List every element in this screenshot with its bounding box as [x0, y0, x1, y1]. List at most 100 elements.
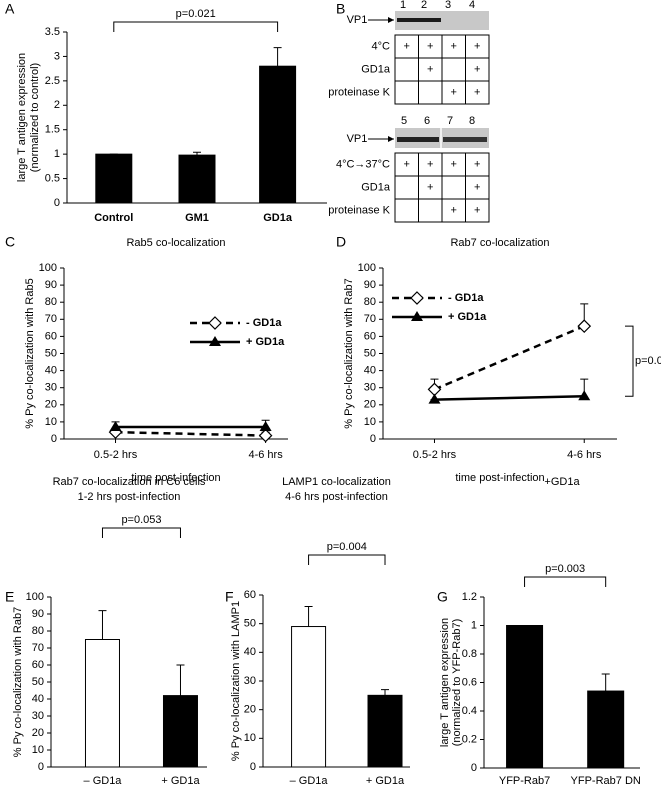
- y-tick-label: 3.5: [45, 26, 60, 38]
- bar: [291, 626, 327, 768]
- annotation: p=0.003: [635, 355, 661, 367]
- legend-label: - GD1a: [246, 317, 282, 329]
- y-tick-label: 10: [45, 416, 57, 428]
- legend-marker: [411, 311, 423, 321]
- panel-letter: F: [225, 589, 234, 605]
- x-tick-label: GM1: [185, 212, 209, 224]
- bar: [95, 153, 133, 204]
- y-tick-label: 40: [244, 646, 256, 658]
- y-tick-label: 0: [38, 761, 44, 773]
- y-tick-label: 50: [32, 676, 44, 688]
- table-cell: [394, 175, 419, 200]
- error-bar: [601, 673, 610, 692]
- significance-bracket: [625, 325, 634, 397]
- y-tick-label: 90: [364, 279, 376, 291]
- y-tick-label: 10: [244, 732, 256, 744]
- legend-marker: [410, 291, 424, 305]
- x-tick-label: – GD1a: [290, 775, 329, 787]
- band-arrowhead: [388, 136, 394, 142]
- cell-mark: +: [474, 63, 480, 75]
- y-tick-label: 80: [45, 296, 57, 308]
- y-tick-label: 1.2: [462, 591, 477, 603]
- y-tick-label: 0.6: [462, 676, 477, 688]
- panel-letter: C: [5, 234, 15, 250]
- table-cell: [394, 80, 419, 105]
- error-bar: [273, 47, 282, 67]
- lane-number: 5: [401, 115, 407, 127]
- y-tick-label: 100: [26, 591, 44, 603]
- row-label: 4°C: [372, 40, 391, 52]
- x-tick-label: GD1a: [263, 212, 293, 224]
- bar: [162, 695, 198, 768]
- cell-mark: +: [404, 158, 410, 170]
- y-tick-label: 0.2: [462, 733, 477, 745]
- y-tick-label: 0.8: [462, 648, 477, 660]
- y-axis-label: % Py co-localization with Rab7: [12, 607, 24, 757]
- y-tick-label: 80: [364, 296, 376, 308]
- annotation: p=0.003: [545, 563, 585, 575]
- panel-letter: A: [5, 1, 15, 17]
- blot-image: [395, 11, 489, 30]
- y-tick-label: 20: [45, 399, 57, 411]
- y-tick-label: 10: [364, 416, 376, 428]
- table-cell: [394, 57, 419, 82]
- y-tick-label: 100: [358, 262, 376, 274]
- y-tick-label: 40: [45, 365, 57, 377]
- x-tick-label: + GD1a: [161, 775, 200, 787]
- chart-title: Rab5 co-localization: [126, 237, 225, 249]
- blot-band: [443, 137, 487, 142]
- error-bar: [98, 610, 107, 640]
- y-tick-label: 50: [364, 347, 376, 359]
- chart-title: +GD1a: [544, 476, 580, 488]
- lane-number: 4: [469, 0, 475, 11]
- error-bar: [381, 689, 390, 696]
- x-tick-label: YFP-Rab7: [499, 775, 550, 787]
- legend-marker: [209, 336, 221, 346]
- x-axis-label: time post-infection: [131, 472, 220, 484]
- series-line: [434, 395, 585, 401]
- table-cell: [418, 198, 443, 223]
- x-tick-label: 4-6 hrs: [248, 449, 283, 461]
- x-tick-label: 0.5-2 hrs: [94, 449, 138, 461]
- x-axis-label: time post-infection: [455, 472, 544, 484]
- y-tick-label: 90: [32, 608, 44, 620]
- y-axis-label: (normalized to control): [29, 63, 41, 172]
- error-bar: [193, 151, 201, 156]
- y-tick-label: 60: [244, 589, 256, 601]
- y-tick-label: 90: [45, 279, 57, 291]
- y-tick-label: 20: [32, 727, 44, 739]
- table-cell: [441, 175, 466, 200]
- cell-mark: +: [474, 86, 480, 98]
- point: [427, 382, 442, 397]
- x-tick-label: 4-6 hrs: [567, 449, 602, 461]
- panel-letter: G: [437, 589, 448, 605]
- cell-mark: +: [427, 158, 433, 170]
- chart-title: 1-2 hrs post-infection: [78, 491, 181, 503]
- y-axis-label: large T antigen expression: [439, 618, 451, 747]
- y-tick-label: 50: [244, 618, 256, 630]
- y-tick-label: 1: [54, 148, 60, 160]
- point: [259, 421, 272, 432]
- row-label: GD1a: [361, 63, 391, 75]
- y-tick-label: 0.4: [462, 705, 477, 717]
- y-tick-label: 20: [364, 399, 376, 411]
- lane-number: 8: [469, 115, 475, 127]
- band-label: VP1: [347, 133, 368, 145]
- cell-mark: +: [474, 204, 480, 216]
- y-tick-label: 3: [54, 50, 60, 62]
- table-cell: [418, 80, 443, 105]
- y-tick-label: 0: [54, 197, 60, 209]
- error-bar: [304, 605, 313, 627]
- band-label: VP1: [347, 14, 368, 26]
- y-tick-label: 20: [244, 704, 256, 716]
- blot-band: [397, 137, 439, 142]
- annotation: p=0.053: [121, 514, 161, 526]
- y-tick-label: 0: [370, 433, 376, 445]
- point: [428, 393, 441, 404]
- x-tick-label: – GD1a: [84, 775, 123, 787]
- table-cell: [465, 198, 490, 223]
- y-tick-label: 30: [45, 382, 57, 394]
- y-tick-label: 30: [244, 675, 256, 687]
- table-cell: [394, 198, 419, 223]
